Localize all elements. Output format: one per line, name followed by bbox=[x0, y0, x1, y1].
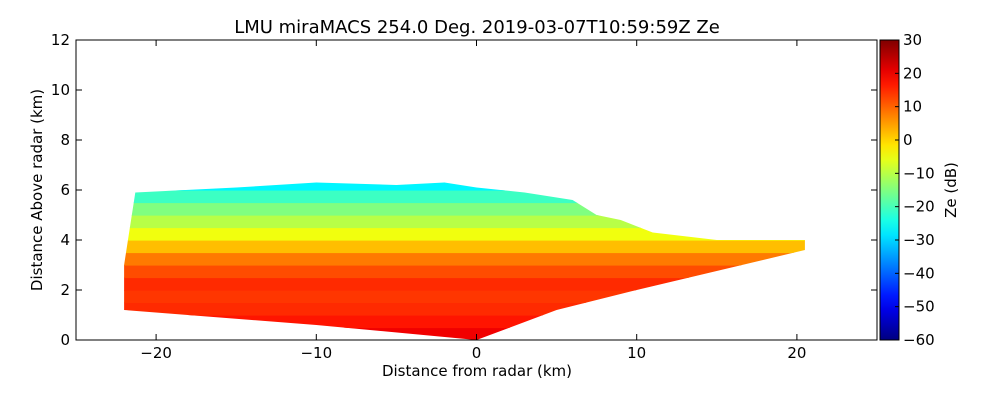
y-tick-label: 2 bbox=[60, 281, 70, 299]
colorbar-tick-label: 10 bbox=[903, 98, 922, 116]
plot-area: −20 −10 0 10 20 0 2 4 6 8 10 12 bbox=[51, 31, 878, 362]
y-axis-label: Distance Above radar (km) bbox=[28, 89, 46, 291]
colorbar-tick-label: −40 bbox=[903, 264, 935, 282]
y-tick-label: 12 bbox=[51, 31, 70, 49]
colorbar-tick-label: −10 bbox=[903, 164, 935, 182]
x-tick-label: 10 bbox=[627, 344, 646, 362]
y-tick-label: 4 bbox=[60, 231, 70, 249]
echo-band bbox=[124, 277, 805, 291]
colorbar-tick-label: 20 bbox=[903, 64, 922, 82]
echo-band bbox=[124, 240, 805, 254]
echo-band bbox=[124, 227, 805, 241]
x-axis-label: Distance from radar (km) bbox=[382, 362, 572, 380]
x-tick-label: −20 bbox=[140, 344, 172, 362]
chart-title: LMU miraMACS 254.0 Deg. 2019-03-07T10:59… bbox=[234, 17, 720, 38]
y-tick-label: 8 bbox=[60, 131, 70, 149]
colorbar-label: Ze (dB) bbox=[942, 162, 960, 218]
x-axis-ticks: −20 −10 0 10 20 bbox=[140, 40, 806, 362]
x-tick-label: 20 bbox=[787, 344, 806, 362]
y-tick-label: 0 bbox=[60, 331, 70, 349]
y-tick-label: 6 bbox=[60, 181, 70, 199]
colorbar-tick-label: 30 bbox=[903, 31, 922, 49]
colorbar: −60 −50 −40 −30 −20 −10 0 10 20 30 bbox=[879, 31, 935, 349]
echo-band bbox=[124, 252, 805, 266]
colorbar-bar bbox=[879, 39, 900, 341]
colorbar-tick-label: −30 bbox=[903, 231, 935, 249]
colorbar-ticks: −60 −50 −40 −30 −20 −10 0 10 20 30 bbox=[895, 31, 935, 349]
x-tick-label: −10 bbox=[300, 344, 332, 362]
x-tick-label: 0 bbox=[472, 344, 482, 362]
colorbar-tick-label: −20 bbox=[903, 198, 935, 216]
echo-band bbox=[124, 182, 805, 191]
colorbar-tick-label: 0 bbox=[903, 131, 913, 149]
y-axis-ticks: 0 2 4 6 8 10 12 bbox=[51, 31, 877, 349]
y-tick-label: 10 bbox=[51, 81, 70, 99]
colorbar-tick-label: −50 bbox=[903, 298, 935, 316]
colorbar-tick-label: −60 bbox=[903, 331, 935, 349]
echo-band bbox=[124, 265, 805, 279]
